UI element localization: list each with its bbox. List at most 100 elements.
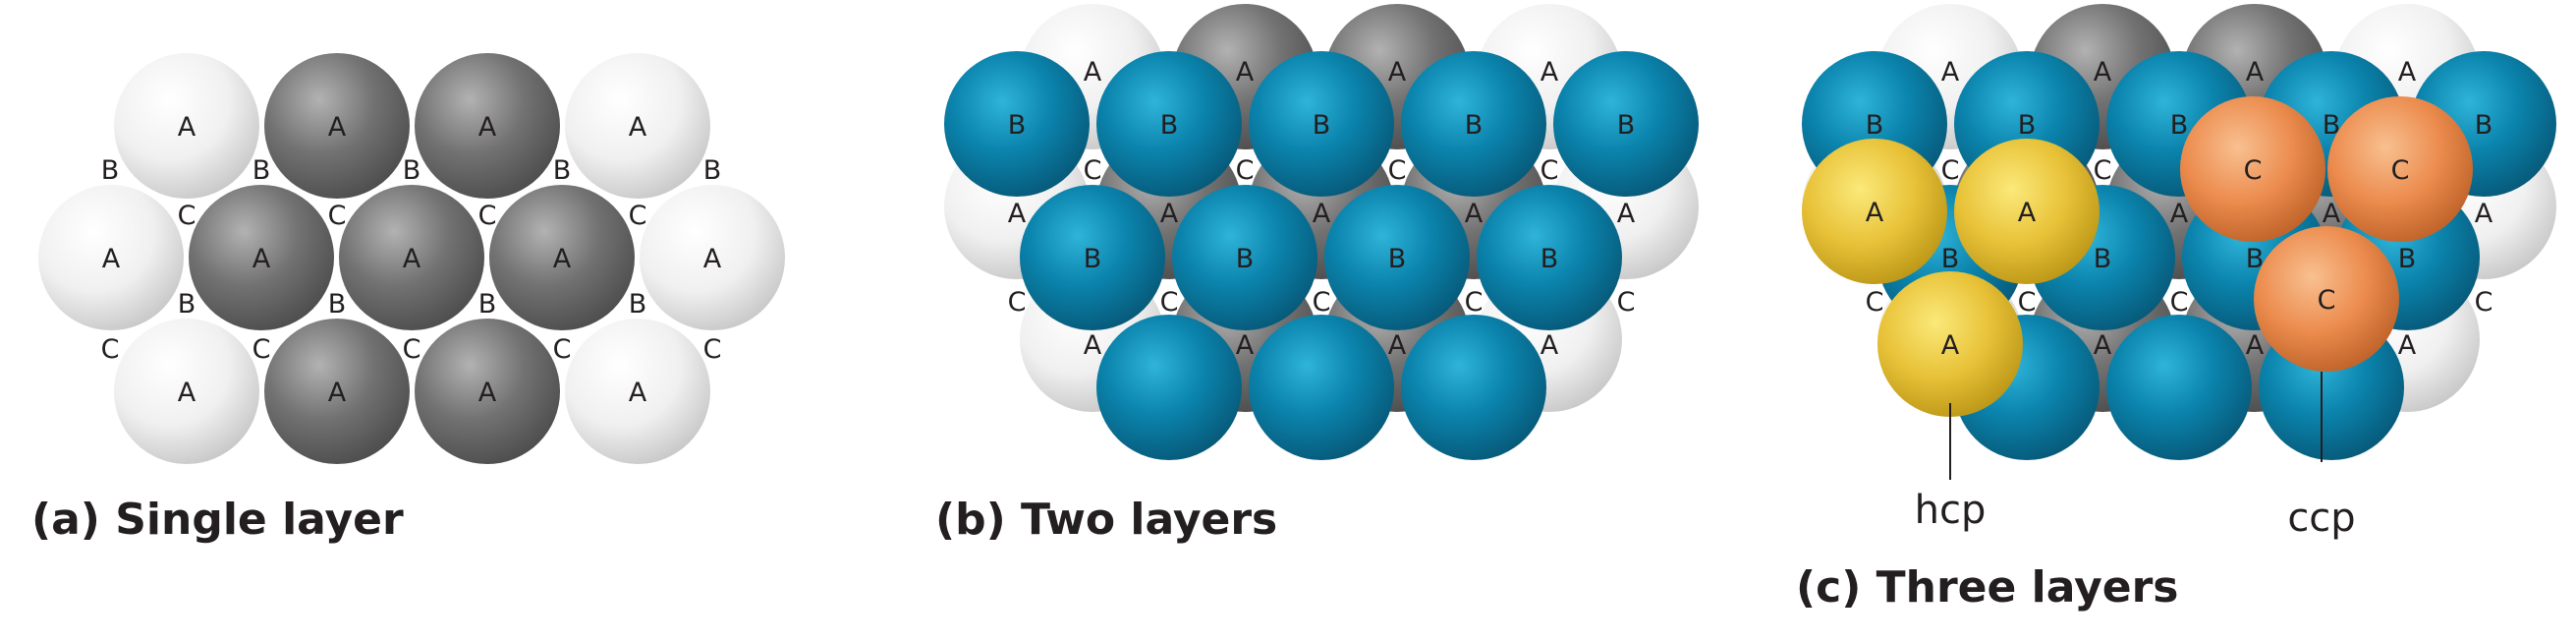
site-label-c: C xyxy=(1617,287,1636,318)
site-label-c: C xyxy=(1941,155,1960,186)
sphere-layer-b xyxy=(2106,315,2252,460)
sphere-layer-a xyxy=(565,319,710,464)
sphere-label: B xyxy=(1008,110,1027,141)
sphere-label: A xyxy=(1941,330,1960,361)
sphere-label: B xyxy=(1160,110,1179,141)
site-label-a: A xyxy=(1465,199,1484,229)
sphere-layer-a-hcp xyxy=(1877,271,2023,417)
site-label-a: A xyxy=(1388,330,1407,361)
site-label-c: C xyxy=(2018,287,2037,318)
site-label-a: A xyxy=(1540,330,1559,361)
site-label-a: A xyxy=(2475,199,2493,229)
sphere-label: A xyxy=(328,378,347,408)
site-label-c: C xyxy=(1008,287,1027,318)
site-label-c: C xyxy=(252,334,271,365)
sphere-layer-b xyxy=(1401,51,1546,197)
site-label-c: C xyxy=(1160,287,1179,318)
sphere-layer-a xyxy=(38,185,184,330)
sphere-layer-a xyxy=(640,185,785,330)
sphere-label: A xyxy=(178,378,196,408)
panel-b-title: (b) Two layers xyxy=(935,495,1277,545)
site-label-b: B xyxy=(328,289,347,320)
sphere-label: A xyxy=(2018,198,2037,228)
sphere-label: A xyxy=(102,244,121,274)
site-label-c: C xyxy=(1236,155,1255,186)
site-label-b: B xyxy=(703,155,722,186)
sphere-label: B xyxy=(1388,244,1407,274)
sphere-layer-a xyxy=(339,185,484,330)
ccp-label: ccp xyxy=(2287,496,2355,541)
sphere-label: B xyxy=(1540,244,1559,274)
hcp-label: hcp xyxy=(1915,488,1987,533)
site-label-a: A xyxy=(1388,57,1407,88)
site-label-c: C xyxy=(2170,287,2189,318)
site-label-a: A xyxy=(1313,199,1331,229)
site-label-a: A xyxy=(2398,330,2417,361)
sphere-label: A xyxy=(703,244,722,274)
sphere-label: A xyxy=(403,244,421,274)
site-label-a: A xyxy=(2170,199,2189,229)
sphere-layer-b xyxy=(1249,315,1394,460)
panel-c-title: (c) Three layers xyxy=(1796,562,2179,613)
sphere-label: A xyxy=(629,378,647,408)
panel-three-layers: BBBBBBBBBAAAACCCCAAAAACCCCCAAAAAAACCC xyxy=(1802,4,2556,460)
sphere-layer-a xyxy=(264,53,410,199)
sphere-layer-a xyxy=(264,319,410,464)
site-label-c: C xyxy=(1866,287,1884,318)
sphere-label: A xyxy=(328,112,347,143)
site-label-a: A xyxy=(1160,199,1179,229)
sphere-layer-a-hcp xyxy=(1954,139,2100,284)
site-label-c: C xyxy=(2475,287,2493,318)
site-label-a: A xyxy=(2398,57,2417,88)
sphere-label: A xyxy=(478,378,497,408)
sphere-label: B xyxy=(1236,244,1255,274)
sphere-layer-b xyxy=(1020,185,1165,330)
sphere-label: B xyxy=(1866,110,1884,141)
sphere-layer-b xyxy=(1553,51,1699,197)
site-label-b: B xyxy=(252,155,271,186)
sphere-layer-b xyxy=(1249,51,1394,197)
site-label-a: A xyxy=(2094,57,2112,88)
sphere-layer-a xyxy=(565,53,710,199)
panel-single-layer: A A A A A A A A A A A A A B B B B B C C C C B B B B C C C C C xyxy=(38,53,785,464)
sphere-label: B xyxy=(2475,110,2493,141)
sphere-label: C xyxy=(2244,155,2263,186)
sphere-label: A xyxy=(252,244,271,274)
sphere-layer-b xyxy=(1172,185,1317,330)
site-label-c: C xyxy=(1313,287,1331,318)
sphere-label: B xyxy=(2246,244,2265,274)
sphere-layer-b xyxy=(1477,185,1622,330)
site-label-b: B xyxy=(478,289,497,320)
panel-a-title: (a) Single layer xyxy=(31,495,404,545)
site-label-a: A xyxy=(2323,199,2341,229)
site-label-a: A xyxy=(2094,330,2112,361)
sphere-layer-b xyxy=(1096,51,1242,197)
site-label-b: B xyxy=(629,289,647,320)
sphere-label: B xyxy=(1941,244,1960,274)
sphere-label: A xyxy=(629,112,647,143)
sphere-layer-c-ccp xyxy=(2327,96,2473,242)
sphere-label: B xyxy=(2323,110,2341,141)
sphere-layer-a xyxy=(415,53,560,199)
site-label-c: C xyxy=(328,201,347,231)
sphere-label: A xyxy=(178,112,196,143)
sphere-label: B xyxy=(2018,110,2037,141)
site-label-c: C xyxy=(553,334,572,365)
site-label-b: B xyxy=(553,155,572,186)
sphere-layer-b xyxy=(1096,315,1242,460)
site-label-c: C xyxy=(629,201,647,231)
site-label-c: C xyxy=(1084,155,1102,186)
site-label-a: A xyxy=(1236,330,1255,361)
sphere-label: B xyxy=(1084,244,1102,274)
sphere-layer-a xyxy=(415,319,560,464)
site-label-a: A xyxy=(1008,199,1027,229)
site-label-a: A xyxy=(1236,57,1255,88)
sphere-label: A xyxy=(553,244,572,274)
sphere-layer-a xyxy=(114,53,259,199)
sphere-label: C xyxy=(2318,285,2336,316)
sphere-label: B xyxy=(1465,110,1484,141)
site-label-a: A xyxy=(2246,57,2265,88)
site-label-c: C xyxy=(1465,287,1484,318)
site-label-a: A xyxy=(2246,330,2265,361)
